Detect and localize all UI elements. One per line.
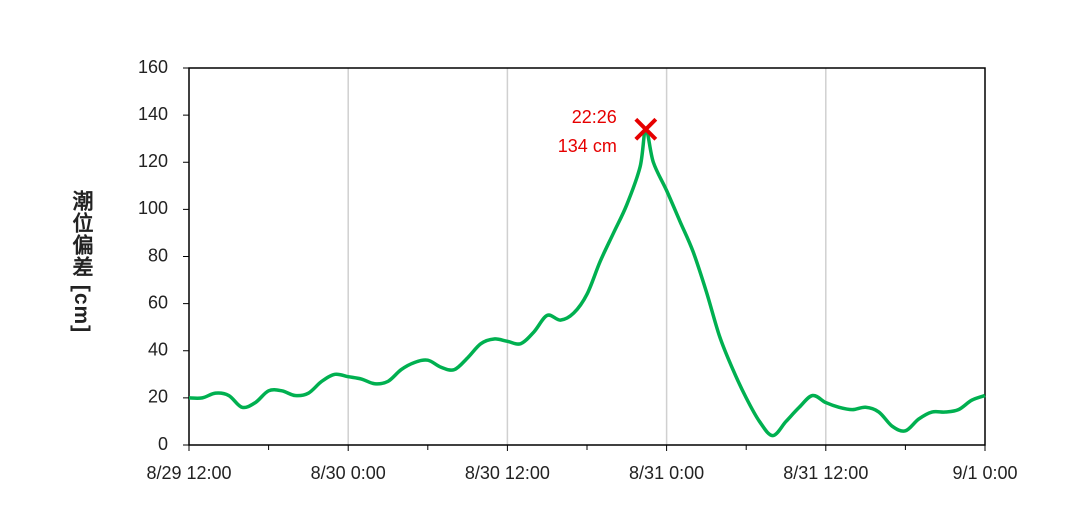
y-axis-label: 潮位偏差 [cm] [70, 190, 93, 334]
y-tick-label: 40 [148, 340, 168, 360]
y-tick-label: 120 [138, 151, 168, 171]
x-tick-label: 8/31 12:00 [783, 463, 868, 483]
peak-label: 134 cm [558, 136, 617, 156]
y-tick-label: 160 [138, 57, 168, 77]
y-tick-label: 0 [158, 434, 168, 454]
y-tick-label: 80 [148, 245, 168, 265]
x-tick-label: 9/1 0:00 [952, 463, 1017, 483]
x-tick-label: 8/30 0:00 [311, 463, 386, 483]
x-tick-label: 8/30 12:00 [465, 463, 550, 483]
y-tick-label: 100 [138, 198, 168, 218]
plot-frame [188, 67, 986, 446]
x-tick-label: 8/29 12:00 [146, 463, 231, 483]
y-tick-label: 60 [148, 292, 168, 312]
y-tick-label: 20 [148, 387, 168, 407]
peak-label: 22:26 [572, 107, 617, 127]
data-line [188, 127, 986, 438]
peak-marker [634, 117, 658, 141]
y-tick-label: 140 [138, 104, 168, 124]
x-tick-label: 8/31 0:00 [629, 463, 704, 483]
